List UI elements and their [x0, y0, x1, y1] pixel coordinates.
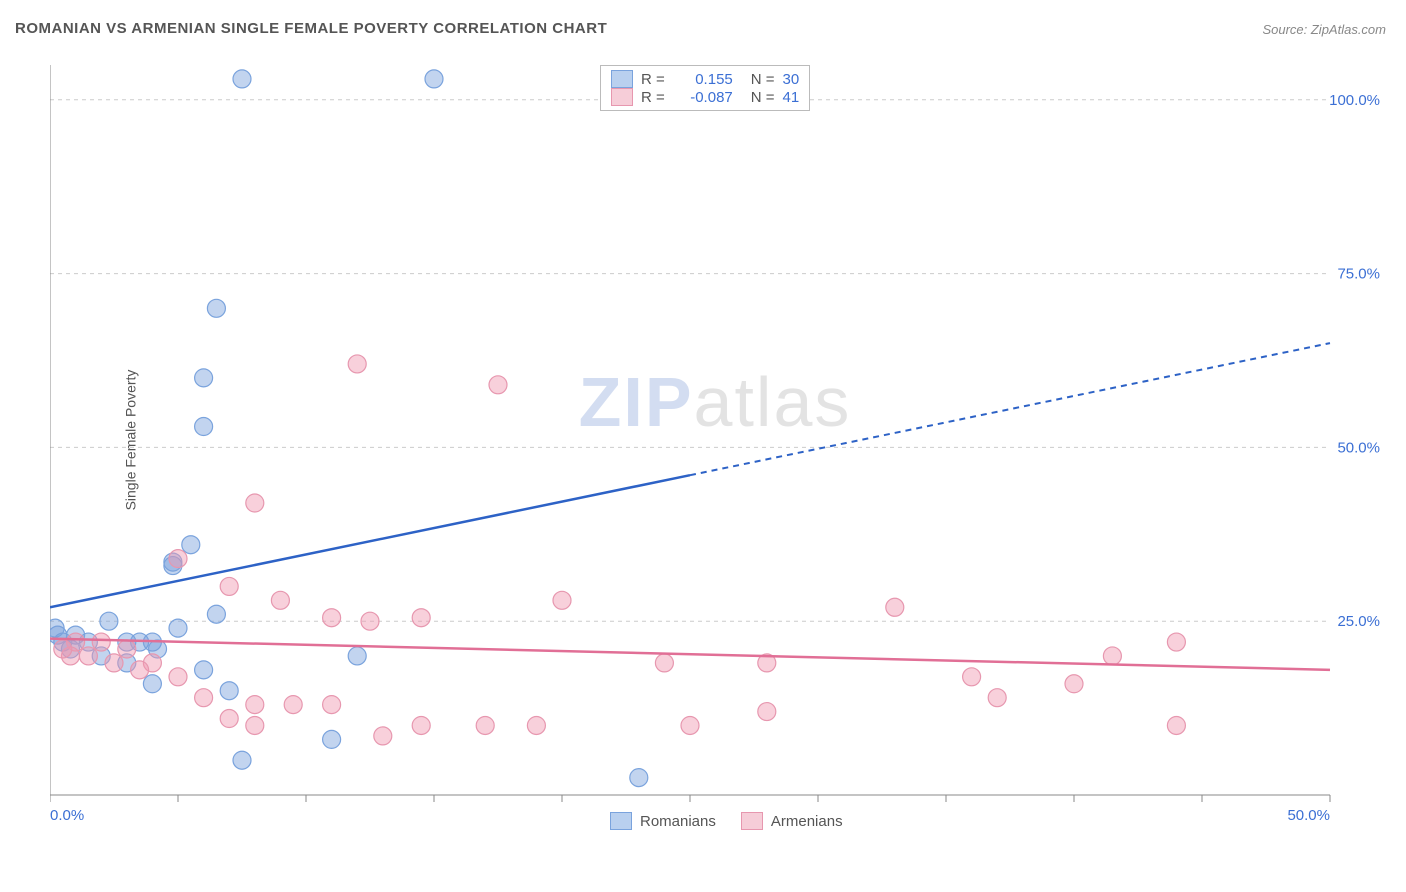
data-point: [963, 668, 981, 686]
data-point: [374, 727, 392, 745]
r-value: 0.155: [673, 71, 733, 88]
data-point: [207, 605, 225, 623]
data-point: [92, 633, 110, 651]
data-point: [169, 619, 187, 637]
data-point: [195, 661, 213, 679]
plot-area: Single Female Poverty 25.0% 50.0% 75.0% 100…: [50, 55, 1380, 825]
data-point: [182, 536, 200, 554]
data-point: [655, 654, 673, 672]
svg-text:75.0%: 75.0%: [1337, 266, 1380, 283]
chart-title: ROMANIAN VS ARMENIAN SINGLE FEMALE POVER…: [15, 20, 607, 37]
data-point: [527, 716, 545, 734]
data-point: [553, 591, 571, 609]
data-point: [425, 70, 443, 88]
data-point: [233, 70, 251, 88]
data-point: [271, 591, 289, 609]
data-point: [50, 619, 64, 637]
data-point: [323, 696, 341, 714]
scatter-chart: 25.0% 50.0% 75.0% 100.0% 0.0% 50.0%: [50, 55, 1380, 825]
n-value: 41: [783, 89, 800, 106]
data-point: [246, 716, 264, 734]
legend-row: R = 0.155 N = 30: [611, 70, 799, 88]
data-point: [1167, 633, 1185, 651]
legend-row: R = -0.087 N = 41: [611, 88, 799, 106]
y-axis-label: Single Female Poverty: [122, 370, 138, 511]
data-point: [143, 675, 161, 693]
data-point: [412, 609, 430, 627]
data-point: [348, 647, 366, 665]
data-point: [169, 668, 187, 686]
data-point: [131, 661, 149, 679]
trend-line: [50, 639, 1330, 670]
correlation-legend: R = 0.155 N = 30 R = -0.087 N = 41: [600, 65, 810, 111]
data-point: [361, 612, 379, 630]
legend-item: Romanians: [610, 812, 716, 830]
legend-item: Armenians: [741, 812, 843, 830]
data-point: [476, 716, 494, 734]
source-label: Source:: [1262, 22, 1310, 37]
data-point: [220, 682, 238, 700]
legend-swatch: [610, 812, 632, 830]
svg-text:50.0%: 50.0%: [1287, 807, 1330, 824]
data-point: [54, 640, 72, 658]
data-point: [207, 299, 225, 317]
data-point: [348, 355, 366, 373]
r-label: R =: [641, 89, 665, 106]
data-point: [323, 730, 341, 748]
data-point: [195, 369, 213, 387]
data-point: [489, 376, 507, 394]
trend-line: [50, 475, 690, 607]
svg-text:50.0%: 50.0%: [1337, 439, 1380, 456]
data-point: [886, 598, 904, 616]
source-attribution: Source: ZipAtlas.com: [1262, 22, 1386, 37]
n-label: N =: [751, 89, 775, 106]
data-point: [681, 716, 699, 734]
series-legend: Romanians Armenians: [610, 812, 843, 830]
legend-swatch: [611, 88, 633, 106]
data-point: [1103, 647, 1121, 665]
data-point: [246, 494, 264, 512]
svg-text:0.0%: 0.0%: [50, 807, 84, 824]
legend-label: Romanians: [640, 813, 716, 830]
data-point: [220, 710, 238, 728]
data-point: [758, 703, 776, 721]
data-point: [195, 418, 213, 436]
r-label: R =: [641, 71, 665, 88]
data-point: [246, 696, 264, 714]
n-label: N =: [751, 71, 775, 88]
legend-label: Armenians: [771, 813, 843, 830]
data-point: [233, 751, 251, 769]
data-point: [105, 654, 123, 672]
legend-swatch: [741, 812, 763, 830]
svg-text:25.0%: 25.0%: [1337, 613, 1380, 630]
data-point: [169, 550, 187, 568]
svg-text:100.0%: 100.0%: [1329, 92, 1380, 109]
r-value: -0.087: [673, 89, 733, 106]
data-point: [1167, 716, 1185, 734]
n-value: 30: [783, 71, 800, 88]
data-point: [220, 577, 238, 595]
data-point: [100, 612, 118, 630]
data-point: [284, 696, 302, 714]
data-point: [195, 689, 213, 707]
data-point: [323, 609, 341, 627]
trend-line-extrapolated: [690, 343, 1330, 475]
data-point: [118, 640, 136, 658]
data-point: [412, 716, 430, 734]
data-point: [79, 647, 97, 665]
source-link[interactable]: ZipAtlas.com: [1311, 22, 1386, 37]
data-point: [630, 769, 648, 787]
data-point: [988, 689, 1006, 707]
data-point: [1065, 675, 1083, 693]
legend-swatch: [611, 70, 633, 88]
